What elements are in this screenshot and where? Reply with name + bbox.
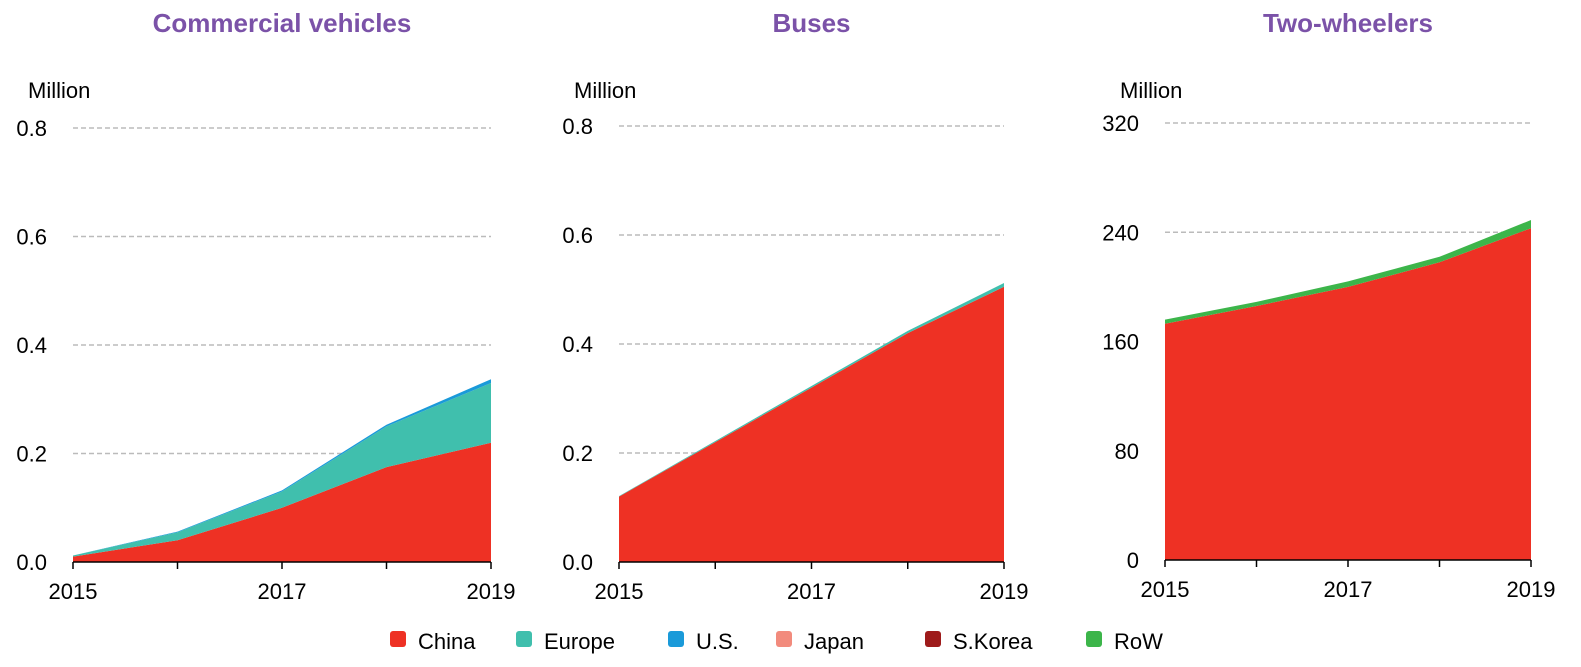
y-tick-label: 160 [1102,330,1139,355]
y-tick-label: 0.8 [562,114,593,139]
y-tick-label: 0 [1127,548,1139,573]
x-tick-label: 2017 [787,579,836,604]
y-tick-label: 0.0 [562,550,593,575]
y-tick-label: 0.2 [562,441,593,466]
legend-swatch [668,631,684,647]
y-tick-label: 0.8 [16,116,47,141]
legend-swatch [516,631,532,647]
legend-label: S.Korea [953,629,1033,654]
legend-label: Europe [544,629,615,654]
legend-label: China [418,629,476,654]
y-tick-label: 80 [1115,439,1139,464]
y-tick-label: 0.6 [16,225,47,250]
chart-title: Two-wheelers [1263,8,1433,38]
legend-swatch [1086,631,1102,647]
x-tick-label: 2017 [258,579,307,604]
x-tick-label: 2015 [1141,577,1190,602]
chart-title: Buses [772,8,850,38]
legend-label: U.S. [696,629,739,654]
y-tick-label: 0.6 [562,223,593,248]
x-tick-label: 2019 [467,579,516,604]
x-tick-label: 2015 [49,579,98,604]
x-tick-label: 2019 [980,579,1029,604]
y-tick-label: 320 [1102,111,1139,136]
y-axis-label: Million [574,78,636,103]
legend-swatch [925,631,941,647]
y-axis-label: Million [1120,78,1182,103]
y-tick-label: 0.4 [562,332,593,357]
y-tick-label: 0.2 [16,442,47,467]
legend-label: Japan [804,629,864,654]
legend-label: RoW [1114,629,1163,654]
y-tick-label: 0.4 [16,333,47,358]
y-tick-label: 240 [1102,220,1139,245]
chart-title: Commercial vehicles [153,8,412,38]
y-tick-label: 0.0 [16,550,47,575]
area: China [619,286,1004,562]
area: RoW [1165,220,1531,324]
legend-swatch [390,631,406,647]
area: Europe [619,283,1004,497]
x-tick-label: 2015 [595,579,644,604]
x-tick-label: 2017 [1324,577,1373,602]
y-axis-label: Million [28,78,90,103]
x-tick-label: 2019 [1507,577,1556,602]
legend-swatch [776,631,792,647]
area: China [73,442,491,562]
area: China [1165,228,1531,560]
